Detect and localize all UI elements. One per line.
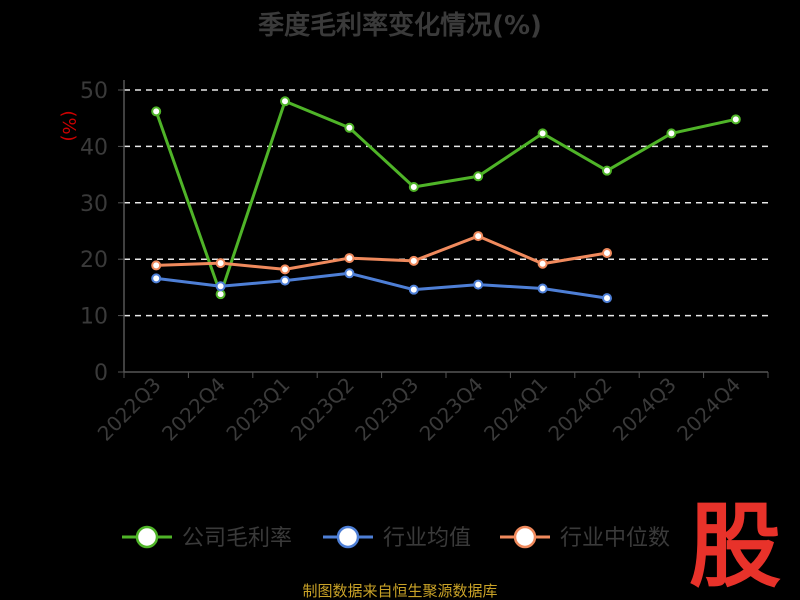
y-tick-label: 20 xyxy=(80,248,108,273)
series-point-0 xyxy=(344,122,355,133)
series-point-2 xyxy=(473,231,484,242)
series-point-1 xyxy=(280,275,290,286)
x-tick-labels: 2022Q32022Q42023Q12023Q22023Q32023Q42024… xyxy=(93,373,746,446)
series-point-0 xyxy=(408,182,419,193)
series-point-1 xyxy=(215,281,226,292)
series-point-0 xyxy=(537,128,548,139)
series-line-0 xyxy=(154,99,737,296)
series-line-2 xyxy=(156,234,608,271)
series-line-1 xyxy=(156,271,608,300)
series-point-1 xyxy=(408,284,419,295)
legend-label: 行业均值 xyxy=(383,526,471,551)
chart-title: 季度毛利率变化情况(%) xyxy=(258,10,542,41)
series-point-2 xyxy=(344,253,355,264)
legend-marker xyxy=(135,525,159,549)
x-tick-label: 2024Q2 xyxy=(543,373,616,446)
x-tick-label: 2023Q1 xyxy=(221,373,294,446)
axes xyxy=(118,80,769,378)
series-point-0 xyxy=(280,96,290,107)
series-point-2 xyxy=(537,258,548,269)
series-group xyxy=(151,96,741,304)
y-tick-label: 40 xyxy=(80,135,108,160)
y-tick-labels: 0 10 20 30 40 50 xyxy=(80,79,108,386)
series-point-1 xyxy=(344,268,355,279)
y-tick-label: 10 xyxy=(80,305,108,330)
x-tick-label: 2023Q3 xyxy=(350,373,423,446)
x-tick-label: 2024Q3 xyxy=(608,373,681,446)
y-axis-unit: (%) xyxy=(58,110,79,141)
source-footer: 制图数据来自恒生聚源数据库 xyxy=(302,582,497,600)
series-point-0 xyxy=(215,289,226,300)
series-point-0 xyxy=(602,165,612,176)
series-point-1 xyxy=(473,279,484,290)
series-point-2 xyxy=(280,264,290,275)
x-tick-label: 2023Q4 xyxy=(415,373,488,446)
y-tick-label: 30 xyxy=(80,192,108,217)
legend-marker xyxy=(336,525,360,549)
x-tick-label: 2023Q2 xyxy=(286,373,359,446)
x-tick-label: 2024Q1 xyxy=(479,373,552,446)
series-point-2 xyxy=(408,255,419,266)
series-point-1 xyxy=(537,283,548,294)
series-point-0 xyxy=(473,171,484,182)
series-point-1 xyxy=(151,273,162,284)
legend-label: 行业中位数 xyxy=(560,526,670,551)
y-tick-label: 50 xyxy=(80,79,108,104)
legend-marker xyxy=(513,525,537,549)
series-point-0 xyxy=(151,106,162,117)
series-point-2 xyxy=(602,247,612,258)
series-point-0 xyxy=(730,114,741,125)
x-tick-label: 2022Q4 xyxy=(157,373,230,446)
legend: 公司毛利率 行业均值 行业中位数 xyxy=(122,525,670,551)
x-tick-label: 2024Q4 xyxy=(672,373,745,446)
series-point-2 xyxy=(215,258,226,269)
series-point-0 xyxy=(666,128,677,139)
grid-lines xyxy=(124,89,768,317)
logo: 股 xyxy=(689,493,781,600)
series-point-2 xyxy=(151,260,162,271)
legend-label: 公司毛利率 xyxy=(182,526,292,551)
y-tick-label: 0 xyxy=(94,361,108,386)
series-point-1 xyxy=(602,293,612,304)
